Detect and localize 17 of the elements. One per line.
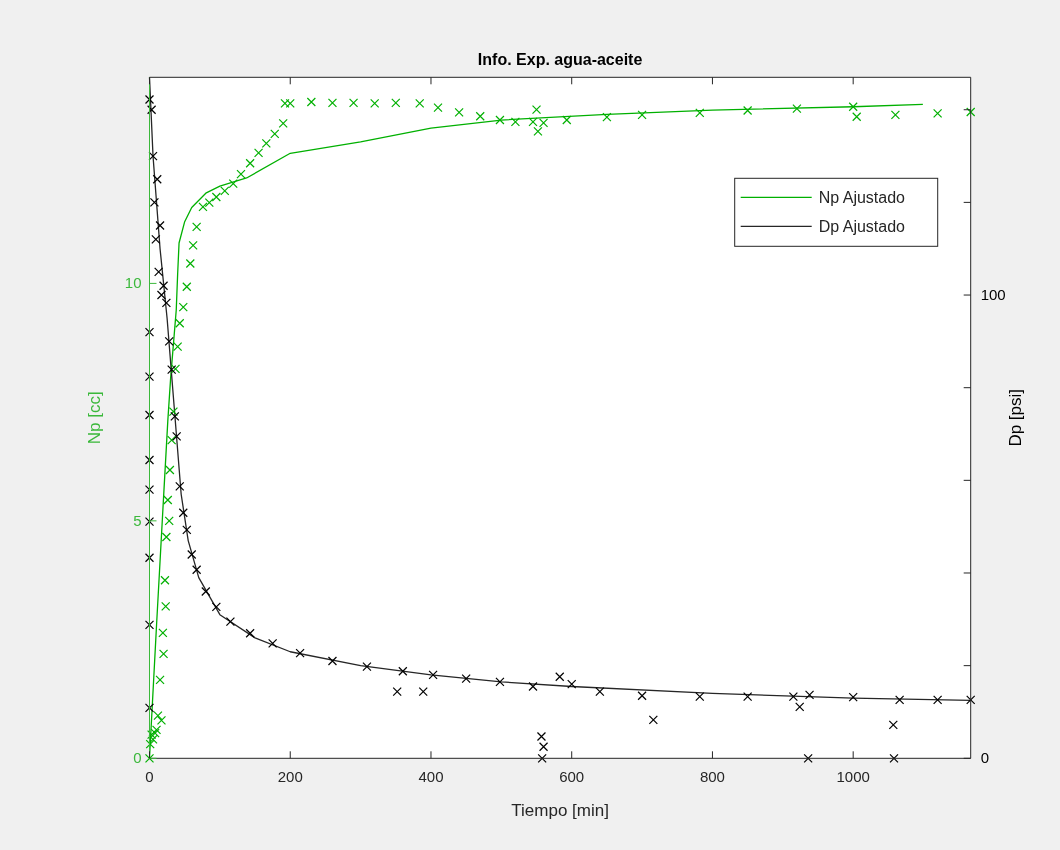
y2-tick-label: 0 — [980, 749, 990, 767]
y-tick-label: 5 — [133, 511, 142, 529]
legend-label: Dp Ajustado — [818, 218, 906, 236]
y2-axis-title: Dp [psi] — [1005, 388, 1025, 447]
x-tick-label: 0 — [145, 768, 154, 786]
x-tick-label: 1000 — [836, 768, 870, 786]
x-tick-label: 600 — [559, 768, 585, 786]
chart-title: Info. Exp. agua-aceite — [477, 51, 643, 69]
y2-tick-label: 100 — [980, 286, 1006, 304]
y-axis-title: Np [cc] — [84, 391, 104, 445]
legend-label: Np Ajustado — [818, 189, 906, 207]
x-tick-label: 200 — [277, 768, 303, 786]
y-tick-label: 10 — [124, 274, 142, 292]
x-tick-label: 400 — [418, 768, 444, 786]
x-tick-label: 800 — [699, 768, 725, 786]
x-axis-title: Tiempo [min] — [511, 801, 609, 821]
y-tick-label: 0 — [133, 749, 142, 767]
